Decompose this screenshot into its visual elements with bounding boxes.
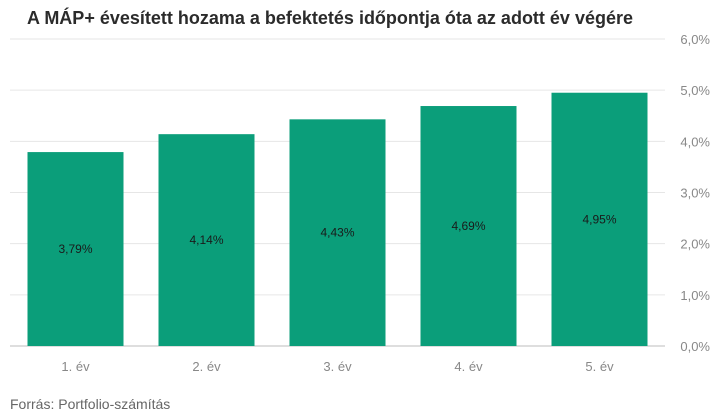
bars: [27, 92, 648, 346]
x-tick-label: 4. év: [454, 359, 483, 374]
axis-labels: 0,0% 1,0% 2,0% 3,0% 4,0% 5,0% 6,0% 1. év 2. év 3.…: [61, 32, 710, 374]
x-tick-label: 1. év: [61, 359, 90, 374]
bar: [420, 106, 517, 346]
data-label: 4,95%: [582, 212, 616, 226]
x-tick-label: 2. év: [192, 359, 221, 374]
bar: [289, 119, 386, 346]
y-tick-label: 5,0%: [680, 83, 710, 98]
data-label: 4,14%: [189, 233, 223, 247]
y-tick-label: 2,0%: [680, 237, 710, 252]
source-note: Forrás: Portfolio-számítás: [10, 396, 171, 412]
x-tick-label: 5. év: [585, 359, 614, 374]
bar: [551, 92, 648, 346]
data-labels: 3,79% 4,14% 4,43% 4,69% 4,95%: [58, 212, 616, 256]
y-tick-label: 4,0%: [680, 134, 710, 149]
data-label: 3,79%: [58, 242, 92, 256]
y-tick-label: 3,0%: [680, 186, 710, 201]
y-tick-label: 1,0%: [680, 288, 710, 303]
bar: [158, 134, 255, 346]
y-tick-label: 0,0%: [680, 339, 710, 354]
x-tick-label: 3. év: [323, 359, 352, 374]
bar: [27, 152, 124, 346]
chart-title: A MÁP+ évesített hozama a befektetés idő…: [26, 8, 633, 28]
y-tick-label: 6,0%: [680, 32, 710, 47]
data-label: 4,43%: [320, 226, 354, 240]
data-label: 4,69%: [451, 219, 485, 233]
